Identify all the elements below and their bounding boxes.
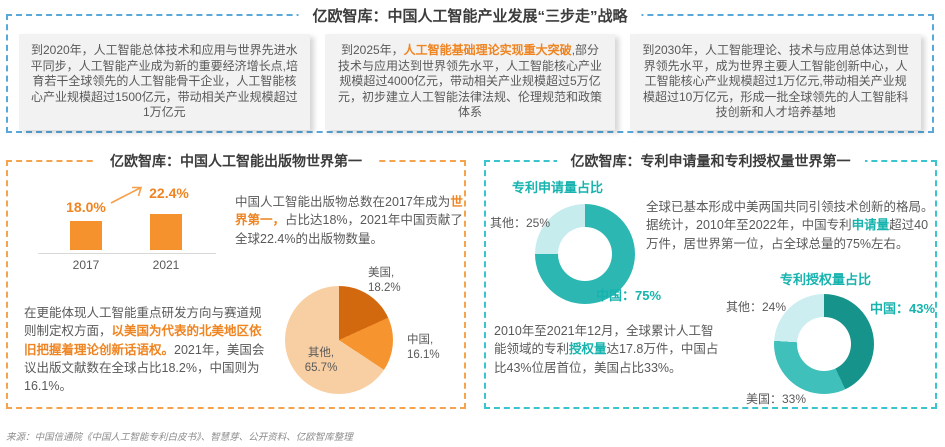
grants-paragraph-text-end: 达17.8万件，中国占比43%位居首位，美国占比33%。 [494,342,719,375]
bar-2021 [150,214,182,250]
bar-value-2021: 22.4% [149,185,189,201]
bar-category-2017: 2017 [72,258,100,272]
donut-hole [558,227,612,281]
conference-paragraph-text: 在更能体现人工智能重点研发方向与赛道规则制定权方面， [24,306,262,339]
bar-category-2021: 2021 [152,258,180,272]
publications-paragraph: 中国人工智能出版物总数在2017年成为世界第一，占比达18%，2021年中国贡献… [235,193,465,248]
patents-panel-title: 亿欧智库：专利申请量和专利授权量世界第一 [556,151,865,171]
source-note: 来源：中国信通院《中国人工智能专利白皮书》、智慧芽、公开资料、亿欧智库整理 [6,432,353,443]
milestone-2030-box: 到2030年，人工智能理论、技术与应用总体达到世界领先水平，成为世界主要人工智能… [630,34,922,130]
milestone-2025-box: 到2025年，人工智能基础理论实现重大突破,部分技术与应用达到世界领先水平，人工… [324,34,616,130]
conference-paragraph-highlight: 以美国为代表的北美地区依旧把握着理论创新话语权。 [24,324,262,357]
applications-paragraph-text: 全球已基本形成中美两国共同引领技术创新的格局。据统计，2010年至2022年，中… [646,200,934,233]
grants-label-china: 中国：43% [870,301,936,316]
milestone-boxes: 到2020年，人工智能总体技术和应用与世界先进水平同步，人工智能产业成为新的重要… [19,34,922,130]
grants-donut-title: 专利授权量占比 [780,272,872,287]
publications-panel-title: 亿欧智库：中国人工智能出版物世界第一 [96,151,376,171]
publications-paragraph-text: 中国人工智能出版物总数在2017年成为 [235,195,451,209]
patent-grants-donut [774,294,874,394]
milestone-2020-box: 到2020年，人工智能总体技术和应用与世界先进水平同步，人工智能产业成为新的重要… [19,34,310,130]
applications-paragraph-text-end: 超过40万件，居世界第一位，占全球总量的75%左右。 [646,218,929,251]
applications-donut-title: 专利申请量占比 [512,180,604,195]
grants-paragraph-text: 2010年至2021年12月，全球累计人工智能领域的专利 [494,324,714,357]
bar-chart-axis [38,253,216,254]
pie-label-usa: 美国, 18.2% [368,267,401,294]
milestone-2020-text: 到2020年，人工智能总体技术和应用与世界先进水平同步，人工智能产业成为新的重要… [30,43,298,120]
milestone-2025-text: 到2025年， [340,43,404,57]
patent-applications-donut [535,204,635,304]
applications-label-china: 中国：75% [596,288,662,303]
grants-paragraph: 2010年至2021年12月，全球累计人工智能领域的专利授权量达17.8万件，中… [494,322,724,377]
milestone-2025-highlight: 人工智能基础理论实现重大突破 [403,43,572,57]
bar-value-2017: 18.0% [66,199,106,215]
publications-pie-chart [285,286,393,394]
conference-paragraph: 在更能体现人工智能重点研发方向与赛道规则制定权方面，以美国为代表的北美地区依旧把… [24,304,266,395]
grants-paragraph-highlight: 授权量 [569,342,607,357]
donut-hole [797,317,851,371]
grants-label-other: 其他：24% [726,300,787,314]
publications-paragraph-highlight: 世界第一， [235,195,463,228]
milestone-2030-text: 到2030年，人工智能理论、技术与应用总体达到世界领先水平，成为世界主要人工智能… [642,43,910,120]
publications-paragraph-text-end: 占比达18%，2021年中国贡献了全球22.4%的出版物数量。 [235,213,463,246]
applications-label-other: 其他：25% [490,216,551,230]
page-title: 亿欧智库：中国人工智能产业发展“三步走”战略 [298,5,642,26]
pie-label-china: 中国, 16.1% [407,334,440,361]
applications-paragraph: 全球已基本形成中美两国共同引领技术创新的格局。据统计，2010年至2022年，中… [646,198,938,253]
bar-2017 [70,221,102,250]
three-step-strategy-panel: 亿欧智库：中国人工智能产业发展“三步走”战略 到2020年，人工智能总体技术和应… [6,5,934,133]
milestone-2025-text-end: ,部分技术与应用达到世界领先水平，人工智能核心产业规模超过4000亿元，带动相关… [338,43,603,120]
applications-paragraph-highlight: 申请量 [851,218,890,233]
increase-arrow-icon [110,186,143,204]
publications-panel: 亿欧智库：中国人工智能出版物世界第一 18.0% 22.4% 2017 2021… [6,151,466,409]
grants-label-usa: 美国：33% [746,392,807,406]
patents-panel: 亿欧智库：专利申请量和专利授权量世界第一 专利申请量占比 其他：25% 中国：7… [484,151,938,409]
pie-label-other: 其他, 65.7% [304,347,338,374]
conference-paragraph-text-end: 2021年，美国会议出版文献数在全球占比18.2%，中国则为16.1%。 [24,342,265,394]
